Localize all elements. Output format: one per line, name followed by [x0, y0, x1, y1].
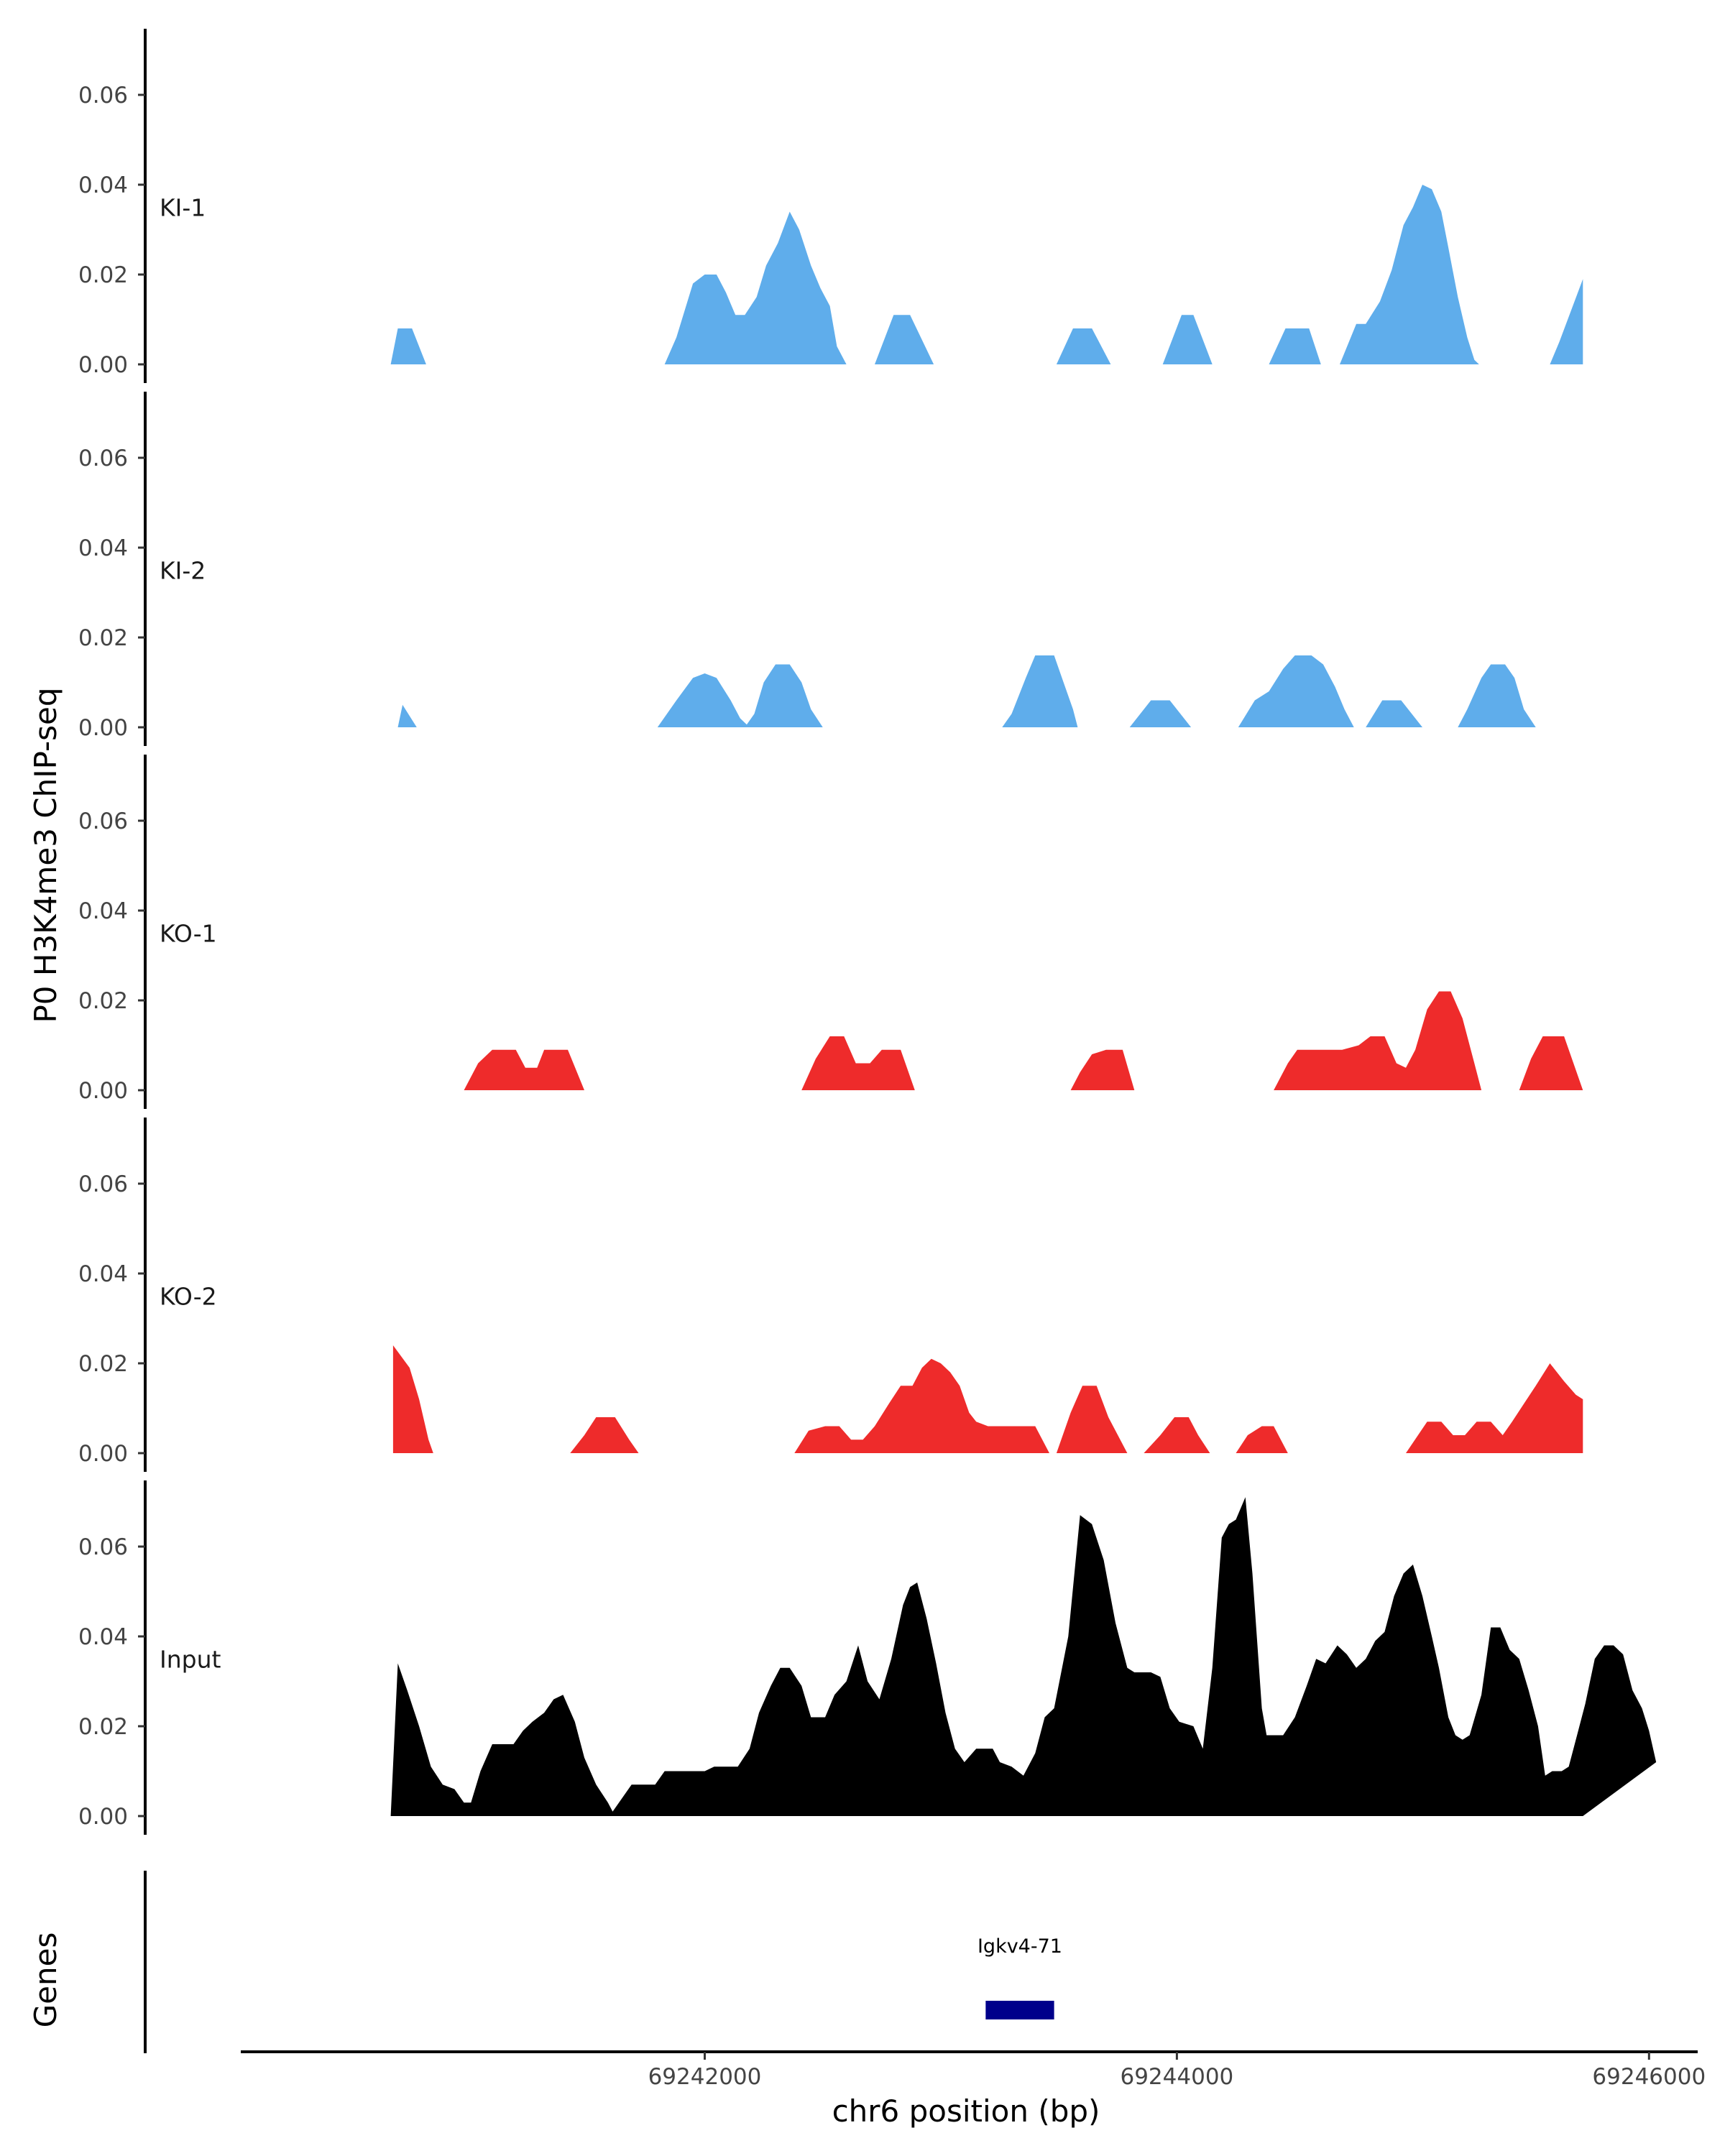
- y-tick-label: 0.02: [78, 988, 128, 1014]
- track-label: Input: [160, 1645, 221, 1673]
- y-tick-label: 0.04: [78, 535, 128, 561]
- x-axis: 69242000 69244000 69246000: [241, 2050, 1706, 2090]
- x-tick-label: 69244000: [1120, 2064, 1233, 2090]
- track-area-ki-1: [390, 185, 1583, 364]
- track-label: KI-1: [160, 193, 206, 221]
- gene-body: [985, 2001, 1054, 2019]
- track-ki-2: 0.00 0.02 0.04 0.06 KI-2: [78, 392, 1536, 746]
- x-axis-title: chr6 position (bp): [832, 2093, 1100, 2129]
- y-tick-label: 0.02: [78, 625, 128, 651]
- y-tick-label: 0.00: [78, 352, 128, 378]
- x-tick-label: 69242000: [648, 2064, 762, 2090]
- track-area-input: [390, 1497, 1657, 1816]
- track-input: 0.00 0.02 0.04 0.06 Input: [78, 1480, 1657, 1835]
- x-tick-label: 69246000: [1592, 2064, 1706, 2090]
- track-label: KI-2: [160, 556, 206, 584]
- y-tick-label: 0.02: [78, 1351, 128, 1377]
- y-tick-label: 0.06: [78, 1534, 128, 1560]
- y-tick-label: 0.00: [78, 1078, 128, 1104]
- track-ko-2: 0.00 0.02 0.04 0.06 KO-2: [78, 1118, 1583, 1472]
- track-label: KO-2: [160, 1282, 217, 1310]
- y-tick-label: 0.04: [78, 898, 128, 924]
- y-tick-label: 0.06: [78, 1171, 128, 1197]
- track-label: KO-1: [160, 919, 217, 947]
- y-tick-label: 0.00: [78, 1804, 128, 1830]
- y-axis-title: P0 H3K4me3 ChIP-seq: [28, 687, 63, 1023]
- track-ko-1: 0.00 0.02 0.04 0.06 KO-1: [78, 755, 1583, 1109]
- y-tick-label: 0.00: [78, 1441, 128, 1467]
- y-tick-label: 0.02: [78, 1714, 128, 1740]
- genes-layer: Igkv4-71: [144, 1871, 1062, 2053]
- gene-label: Igkv4-71: [978, 1935, 1062, 1958]
- track-area-ko-2: [392, 1345, 1583, 1453]
- tracks-layer: 0.00 0.02 0.04 0.06 KI-1 0.00 0.02 0.04 0.06 KI-2…: [78, 29, 1657, 1835]
- y-tick-label: 0.02: [78, 262, 128, 288]
- y-tick-label: 0.06: [78, 808, 128, 834]
- track-ki-1: 0.00 0.02 0.04 0.06 KI-1: [78, 29, 1583, 383]
- track-area-ko-1: [464, 991, 1583, 1090]
- y-tick-label: 0.04: [78, 172, 128, 198]
- y-tick-label: 0.06: [78, 446, 128, 471]
- y-tick-label: 0.00: [78, 715, 128, 741]
- y-tick-label: 0.06: [78, 83, 128, 109]
- track-area-ki-2: [397, 655, 1536, 727]
- y-tick-label: 0.04: [78, 1624, 128, 1650]
- y-tick-label: 0.04: [78, 1261, 128, 1287]
- genes-axis-title: Genes: [28, 1932, 63, 2028]
